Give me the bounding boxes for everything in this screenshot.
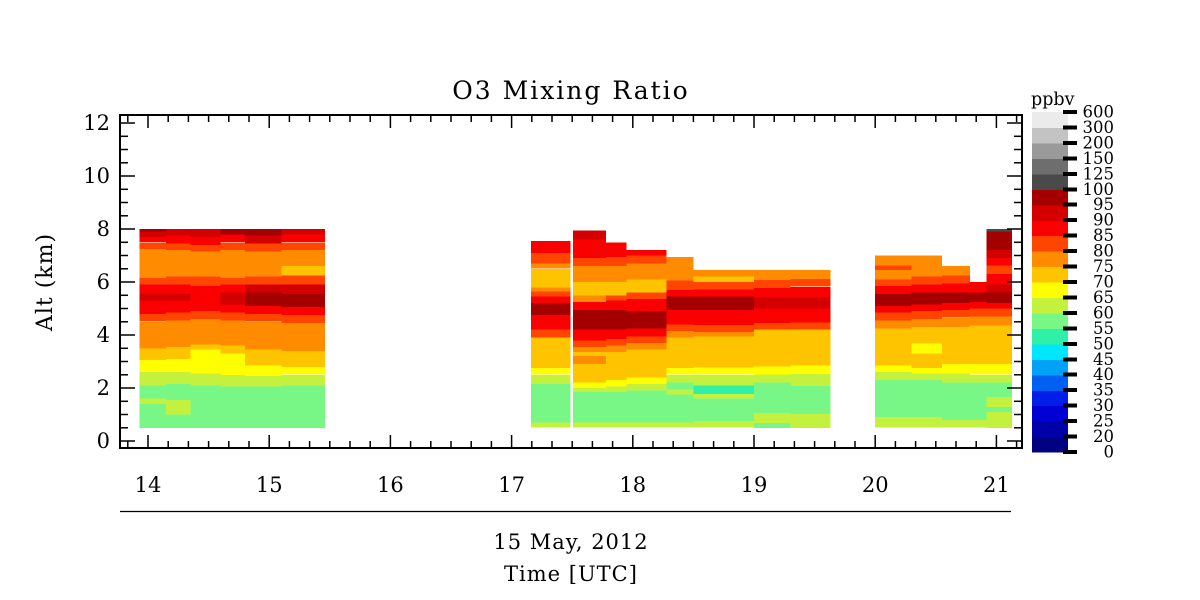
- svg-text:20: 20: [862, 473, 889, 497]
- x-axis-ticks: [127, 115, 1018, 448]
- colorbar-tick-label: 50: [1093, 334, 1114, 353]
- colorbar-tick: [1063, 110, 1077, 114]
- colorbar-tick: [1063, 233, 1077, 238]
- time-axis-label: Time [UTC]: [504, 562, 638, 586]
- colorbar-tick: [1063, 310, 1077, 315]
- colorbar-tick: [1063, 372, 1077, 377]
- colorbar-tick: [1063, 403, 1077, 408]
- svg-text:4: 4: [97, 323, 110, 347]
- colorbar: 0202530354045505560657075808590951001251…: [1031, 90, 1114, 462]
- svg-text:2: 2: [97, 376, 110, 400]
- colorbar-tick-label: 90: [1093, 211, 1114, 230]
- svg-text:17: 17: [498, 473, 525, 497]
- heatmap: [139, 229, 1013, 428]
- colorbar-tick-label: 150: [1083, 149, 1115, 168]
- colorbar-tick: [1063, 388, 1077, 393]
- colorbar-tick-label: 60: [1093, 303, 1114, 322]
- y-tick-labels: 0 2 4 6 8 10 12: [83, 111, 110, 453]
- colorbar-tick-label: 95: [1093, 195, 1114, 214]
- date-label: 15 May, 2012: [493, 530, 648, 554]
- colorbar-tick: [1063, 434, 1077, 439]
- colorbar-tick-label: 85: [1093, 226, 1114, 245]
- svg-text:0: 0: [97, 429, 110, 453]
- colorbar-tick: [1063, 295, 1077, 300]
- colorbar-tick-label: 0: [1104, 443, 1115, 462]
- colorbar-tick: [1063, 326, 1077, 331]
- colorbar-tick: [1063, 450, 1077, 454]
- svg-text:16: 16: [377, 473, 404, 497]
- svg-text:14: 14: [135, 473, 162, 497]
- chart-title: O3 Mixing Ratio: [452, 76, 689, 105]
- colorbar-tick: [1063, 341, 1077, 346]
- colorbar-tick: [1063, 202, 1077, 207]
- svg-text:12: 12: [83, 111, 110, 135]
- colorbar-tick: [1063, 357, 1077, 362]
- colorbar-tick-label: 25: [1093, 412, 1114, 431]
- svg-text:8: 8: [97, 217, 110, 241]
- y-axis-label: Alt (km): [33, 233, 58, 332]
- colorbar-tick-label: 65: [1093, 288, 1114, 307]
- colorbar-tick: [1063, 249, 1077, 254]
- colorbar-tick-label: 35: [1093, 381, 1114, 400]
- svg-text:18: 18: [619, 473, 646, 497]
- svg-text:6: 6: [97, 270, 110, 294]
- colorbar-tick-label: 30: [1093, 396, 1114, 415]
- colorbar-tick: [1063, 187, 1077, 192]
- colorbar-tick-label: 300: [1083, 118, 1115, 137]
- colorbar-tick: [1063, 280, 1077, 284]
- colorbar-tick-label: 100: [1083, 180, 1115, 199]
- svg-text:15: 15: [256, 473, 283, 497]
- colorbar-tick-label: 40: [1093, 365, 1114, 384]
- colorbar-tick-label: 75: [1093, 257, 1114, 276]
- colorbar-tick-label: 20: [1093, 427, 1114, 446]
- y-axis-ticks: [120, 122, 1022, 442]
- svg-text:19: 19: [741, 473, 768, 497]
- colorbar-tick-label: 600: [1083, 103, 1115, 122]
- colorbar-tick-label: 125: [1083, 164, 1115, 183]
- colorbar-tick: [1063, 264, 1077, 269]
- svg-text:21: 21: [983, 473, 1010, 497]
- svg-text:10: 10: [83, 164, 110, 188]
- colorbar-tick-label: 45: [1093, 350, 1114, 369]
- colorbar-tick: [1063, 419, 1077, 424]
- colorbar-tick-label: 55: [1093, 319, 1114, 338]
- colorbar-tick-label: 200: [1083, 133, 1115, 152]
- colorbar-tick-label: 70: [1093, 273, 1114, 292]
- colorbar-title: ppbv: [1031, 90, 1075, 110]
- colorbar-tick: [1063, 125, 1077, 130]
- colorbar-tick: [1063, 140, 1077, 145]
- colorbar-tick: [1063, 156, 1077, 161]
- colorbar-tick-label: 80: [1093, 242, 1114, 261]
- colorbar-tick: [1063, 218, 1077, 223]
- x-tick-labels: 14 15 16 17 18 19 20 21: [135, 473, 1010, 497]
- colorbar-tick: [1063, 171, 1077, 176]
